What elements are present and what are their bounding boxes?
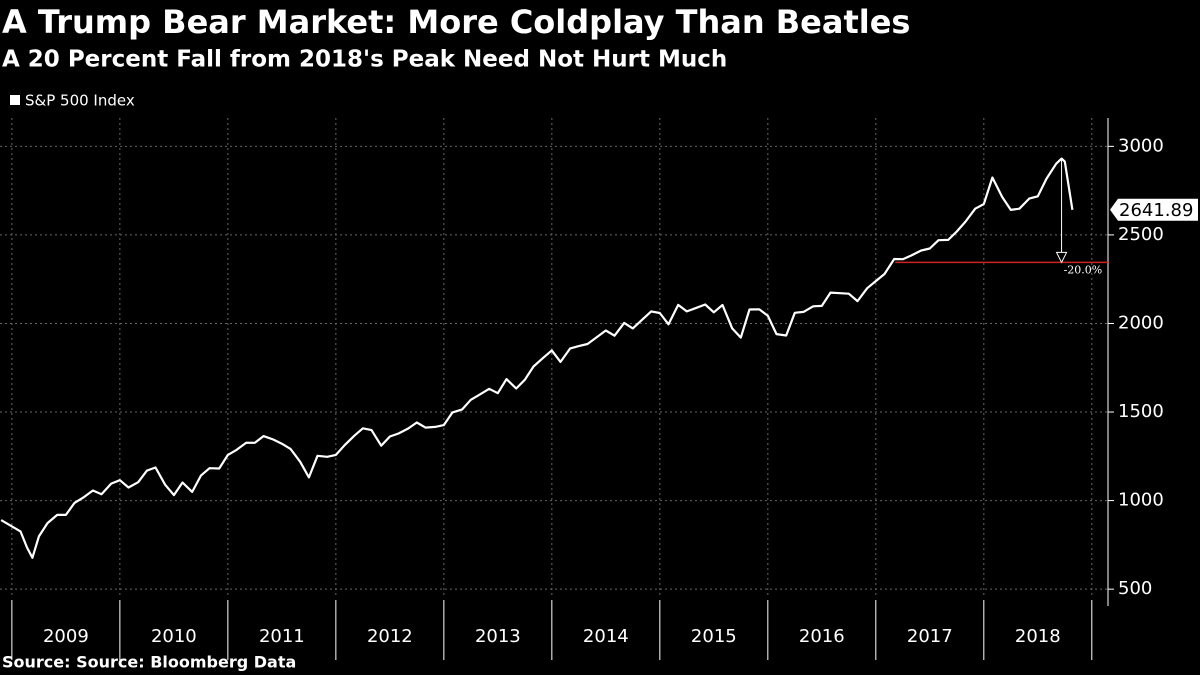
x-tick-label: 2015 bbox=[691, 626, 737, 647]
x-tick-label: 2013 bbox=[475, 626, 521, 647]
legend-label: S&P 500 Index bbox=[25, 92, 135, 110]
x-tick-label: 2017 bbox=[907, 626, 953, 647]
drawdown-label: -20.0% bbox=[1064, 263, 1103, 276]
y-tick-label: 2500 bbox=[1118, 224, 1164, 245]
last-value-box bbox=[1110, 198, 1198, 221]
x-tick-label: 2010 bbox=[151, 626, 197, 647]
x-tick-label: 2016 bbox=[799, 626, 845, 647]
y-tick-label: 1500 bbox=[1118, 401, 1164, 422]
source: Source: Source: Bloomberg Data bbox=[2, 653, 296, 672]
chart-title: A Trump Bear Market: More Coldplay Than … bbox=[2, 3, 910, 41]
x-tick-label: 2014 bbox=[583, 626, 629, 647]
last-value-label: 2641.89 bbox=[1119, 200, 1193, 221]
y-tick-label: 500 bbox=[1118, 578, 1152, 599]
x-tick-label: 2011 bbox=[259, 626, 305, 647]
drawdown-arrowhead bbox=[1055, 251, 1068, 264]
data-line bbox=[0, 157, 1074, 559]
x-tick-label: 2012 bbox=[367, 626, 413, 647]
legend-swatch bbox=[10, 95, 20, 105]
y-tick-label: 1000 bbox=[1118, 490, 1164, 511]
x-tick-label: 2009 bbox=[43, 626, 89, 647]
y-tick-label: 2000 bbox=[1118, 312, 1164, 333]
y-tick-label: 3000 bbox=[1118, 135, 1164, 156]
chart-subtitle: A 20 Percent Fall from 2018's Peak Need … bbox=[2, 47, 727, 73]
x-tick-label: 2018 bbox=[1015, 626, 1061, 647]
